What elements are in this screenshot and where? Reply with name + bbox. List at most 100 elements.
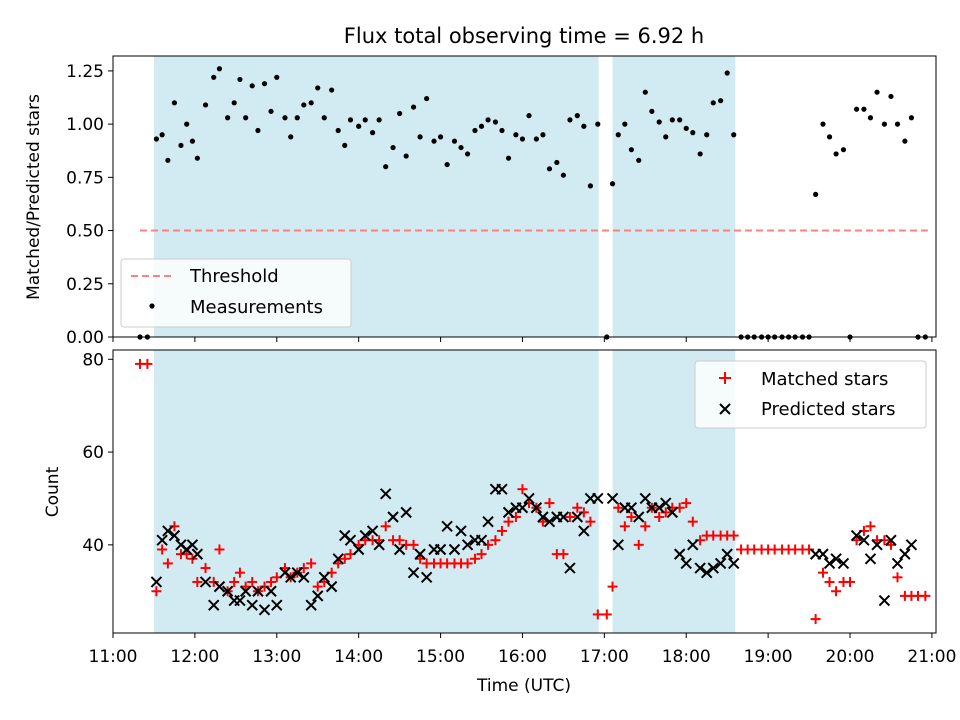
measurement-point — [526, 113, 532, 119]
measurement-point — [677, 117, 683, 123]
measurement-point — [225, 115, 231, 121]
predicted-star-stroke-b — [823, 557, 836, 570]
predicted-star-stroke-b — [871, 539, 883, 551]
bottom-x-tick-label: 12:00 — [170, 647, 219, 667]
predicted-star-point — [475, 534, 488, 546]
predicted-star-point — [150, 576, 163, 588]
predicted-star-stroke-b — [265, 585, 277, 597]
legend-matched-swatch — [719, 372, 731, 384]
matched-star-point — [810, 614, 821, 625]
measurement-point — [356, 123, 362, 129]
predicted-star-point — [208, 599, 220, 611]
predicted-star-point — [291, 566, 303, 579]
predicted-star-stroke-b — [606, 492, 619, 505]
predicted-star-point — [234, 594, 246, 607]
matched-star-point — [660, 507, 671, 518]
measurement-point — [274, 74, 280, 80]
predicted-star-point — [817, 548, 829, 560]
predicted-star-stroke-b — [393, 543, 406, 556]
measurement-point — [288, 134, 294, 140]
predicted-star-stroke-b — [258, 604, 271, 616]
matched-stars-points — [135, 358, 931, 625]
measurement-point — [567, 117, 573, 123]
matched-star-point — [601, 609, 612, 620]
predicted-star-stroke-b — [284, 571, 297, 584]
predicted-star-point — [318, 571, 330, 584]
measurement-point — [622, 121, 628, 127]
predicted-star-point — [639, 492, 651, 505]
measurement-point — [301, 102, 307, 108]
measurement-point — [853, 106, 860, 112]
predicted-star-stroke-b — [721, 548, 733, 560]
bottom-y-tick-label: 40 — [82, 536, 104, 556]
matched-star-point — [640, 521, 651, 532]
predicted-star-stroke-b — [660, 497, 672, 509]
predicted-star-point — [441, 520, 453, 533]
measurement-point — [690, 130, 696, 136]
measurement-point — [424, 95, 430, 102]
predicted-star-stroke-b — [387, 511, 399, 523]
predicted-star-stroke-b — [687, 539, 699, 551]
predicted-star-stroke-b — [252, 585, 264, 597]
predicted-star-stroke-b — [279, 566, 291, 579]
measurement-point — [431, 138, 437, 144]
measurement-point — [663, 134, 669, 140]
legend-measurements-swatch — [149, 303, 155, 309]
matched-star-point — [266, 576, 277, 587]
predicted-star-stroke-b — [564, 562, 576, 574]
measurement-point — [184, 121, 190, 127]
predicted-star-point — [221, 585, 234, 597]
matched-star-point — [490, 535, 501, 546]
measurement-point — [165, 157, 171, 163]
matched-star-point — [804, 544, 815, 555]
predicted-star-stroke-b — [817, 548, 829, 560]
predicted-star-point — [885, 534, 897, 546]
top-y-tick-label: 0.50 — [66, 222, 104, 242]
matched-star-point — [619, 521, 630, 532]
matched-star-point — [496, 525, 507, 536]
measurement-points — [137, 66, 928, 340]
matched-star-point — [572, 502, 583, 513]
predicted-star-point — [523, 492, 535, 505]
matched-star-point — [380, 521, 391, 532]
predicted-star-point — [502, 506, 515, 519]
predicted-star-point — [332, 553, 344, 565]
predicted-star-point — [461, 539, 474, 551]
measurement-point — [881, 121, 888, 127]
predicted-star-stroke-b — [530, 502, 543, 514]
measurement-point — [308, 100, 314, 106]
measurement-point — [683, 125, 689, 131]
predicted-star-point — [186, 539, 199, 551]
predicted-star-point — [252, 585, 264, 597]
matched-star-point — [469, 553, 480, 564]
predicted-star-stroke-b — [379, 488, 392, 500]
legend-threshold-label: Threshold — [189, 266, 279, 287]
bottom-x-tick-label: 21:00 — [907, 647, 956, 667]
measurement-point — [519, 136, 526, 142]
matched-star-point — [339, 553, 350, 564]
matched-star-point — [169, 521, 180, 532]
predicted-star-stroke-b — [891, 557, 904, 570]
predicted-star-stroke-b — [707, 562, 719, 574]
predicted-star-point — [899, 548, 911, 560]
predicted-star-point — [728, 557, 740, 570]
predicted-star-stroke-b — [239, 585, 252, 597]
predicted-star-stroke-b — [434, 543, 447, 556]
measurement-point — [294, 115, 300, 121]
measurement-point — [347, 117, 354, 123]
predicted-star-stroke-b — [186, 539, 199, 551]
measurement-point — [410, 104, 417, 110]
predicted-star-stroke-b — [344, 534, 357, 546]
matched-star-point — [306, 558, 317, 569]
measurement-point — [282, 115, 288, 121]
predicted-star-stroke-b — [455, 525, 467, 537]
measurement-point — [820, 121, 826, 127]
measurement-point — [194, 155, 200, 161]
predicted-star-stroke-b — [414, 548, 426, 560]
predicted-star-point — [284, 571, 297, 584]
predicted-star-stroke-b — [592, 492, 604, 505]
matched-star-point — [247, 576, 258, 587]
predicted-star-point — [837, 557, 850, 570]
predicted-star-stroke-b — [305, 599, 317, 611]
predicted-star-stroke-b — [168, 529, 181, 542]
